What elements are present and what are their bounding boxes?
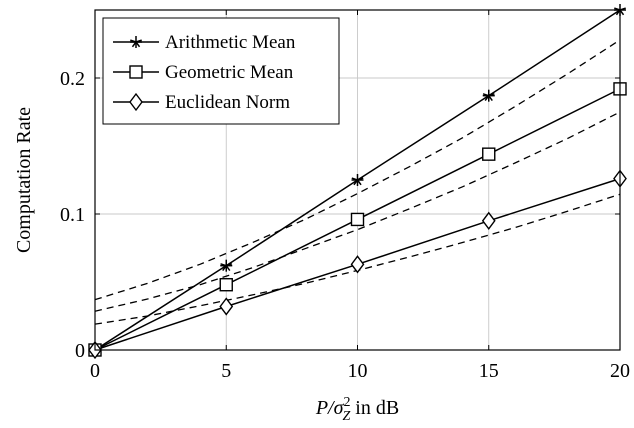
legend-marker-geometric-mean [129, 65, 143, 79]
y-tick-label-0_1: 0.1 [60, 204, 85, 226]
point-arithmetic-mean-15 [482, 89, 495, 102]
x-tick-label-15: 15 [479, 360, 499, 382]
x-tick-label-20: 20 [610, 360, 630, 382]
x-label-subscript: Z [342, 409, 350, 424]
x-tick-label-5: 5 [221, 360, 231, 382]
x-tick-label-0: 0 [90, 360, 100, 382]
x-axis-label: P/σ2 Z in dB [315, 395, 399, 424]
y-axis-label: Computation Rate [13, 107, 35, 253]
x-label-suffix: in dB [350, 397, 399, 419]
legend-label-arithmetic-mean: Arithmetic Mean [165, 32, 296, 53]
point-geometric-mean-10 [350, 212, 365, 227]
y-tick-label-0_2: 0.2 [60, 68, 85, 90]
point-geometric-mean-15 [482, 147, 496, 161]
y-tick-label-0: 0 [75, 340, 85, 362]
plot-frame [94, 9, 621, 351]
x-tick-label-10: 10 [348, 360, 368, 382]
legend-marker-euclidean-norm [129, 92, 143, 112]
x-axis-ticks: 0 5 10 15 20 [90, 10, 630, 382]
point-euclidean-norm-5 [219, 297, 234, 316]
point-arithmetic-mean-10 [351, 174, 364, 186]
y-axis-ticks: 0 0.1 0.2 [60, 68, 620, 362]
point-geometric-mean-5 [219, 278, 233, 292]
x-label-superscript: 2 [343, 395, 350, 410]
point-euclidean-norm-10 [350, 255, 365, 274]
legend-label-geometric-mean: Geometric Mean [165, 62, 294, 83]
legend: Arithmetic Mean Geometric Mean Euclidean N… [102, 17, 340, 125]
data-series [88, 4, 627, 360]
dashed-curve-2 [94, 111, 621, 312]
legend-marker-arithmetic-mean [130, 36, 142, 48]
point-arithmetic-mean-5 [220, 259, 233, 272]
x-label-base: P/σ [315, 397, 345, 419]
legend-label-euclidean-norm: Euclidean Norm [165, 92, 290, 113]
point-euclidean-norm-15 [481, 211, 496, 230]
dashed-curve-1 [94, 39, 621, 301]
